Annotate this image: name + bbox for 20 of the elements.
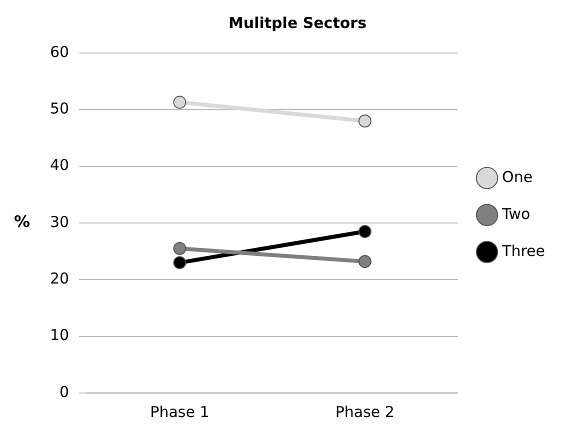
x-tick-label: Phase 1: [150, 402, 210, 421]
y-tick-label: 20: [50, 270, 70, 288]
legend-label: Three: [501, 242, 546, 260]
y-tick-label: 60: [50, 42, 70, 61]
x-tick-label: Phase 2: [335, 402, 394, 421]
point: [173, 256, 186, 270]
point: [358, 114, 372, 128]
y-tick-label: 0: [60, 382, 70, 401]
point: [173, 96, 186, 109]
y-tick-label: 30: [50, 212, 70, 231]
y-tick-label: 10: [50, 326, 70, 344]
point: [358, 255, 372, 268]
point: [358, 225, 372, 238]
y-axis-title: %: [14, 212, 30, 232]
y-tick-label: 50: [50, 100, 70, 118]
legend-label: One: [502, 168, 533, 186]
legend-label: Two: [501, 204, 530, 223]
chart-title: Mulitple Sectors: [228, 14, 367, 32]
y-tick-label: 40: [50, 156, 70, 174]
point: [173, 242, 186, 255]
